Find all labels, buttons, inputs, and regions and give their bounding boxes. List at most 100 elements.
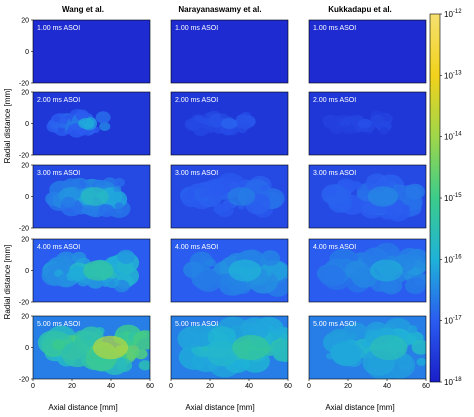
x-axis-label: Axial distance [mm] [185,403,254,412]
plume-cell [51,121,61,129]
time-label: 2.00 ms ASOI [37,97,80,104]
plume-cell [272,339,288,363]
y-tick-label: 20 [21,18,29,25]
colorbar: 10-12 10-13 10-14 10-15 10-16 10-17 10-18 [429,9,462,387]
heatmap-panel: 2.00 ms ASOI [170,91,289,156]
reaction-plume [184,110,256,136]
x-tick-label: 0 [31,383,35,390]
y-tick-label: 0 [25,345,29,352]
reaction-plume [183,249,288,297]
plume-cell [206,340,239,367]
y-tick-label: 20 [21,163,29,170]
panel-frame [308,238,427,303]
x-axis-label: Axial distance [mm] [325,403,394,412]
x-tick-label: 60 [284,383,292,390]
plume-cell [68,265,88,282]
plume-cell [105,276,120,288]
plume-cell [201,180,225,199]
panel-frame [170,91,289,156]
x-axis-label: Axial distance [mm] [48,403,117,412]
column-title-wang: Wang et al. [62,5,104,14]
y-tick-label: 0 [25,121,29,128]
plume-cell [183,261,204,279]
panel-frame [170,164,289,229]
y-tick-label: -20 [19,153,29,160]
heatmap-panel: 1.00 ms ASOI [308,19,427,84]
reaction-plume [41,249,140,293]
reaction-plume [179,172,285,218]
plume-cell [211,201,218,207]
y-tick-label: -20 [19,300,29,307]
panel-background [171,20,288,83]
plume-core [221,118,238,129]
y-tick-label: 0 [25,194,29,201]
panel-frame [170,315,289,380]
column-title-kukkadapu: Kukkadapu et al. [328,5,392,14]
time-label: 1.00 ms ASOI [175,25,218,32]
time-label: 2.00 ms ASOI [175,97,218,104]
plume-cell [259,258,267,264]
plume-core [357,118,372,129]
plume-cell [181,331,202,348]
plume-cell [58,274,68,281]
panel-frame [308,315,427,380]
plume-cell [319,265,346,287]
heatmap-panel: 5.00 ms ASOI 0 20 40 60 [307,315,430,390]
plume-cell [98,204,115,218]
time-label: 1.00 ms ASOI [37,25,80,32]
colorbar-tick-label: 10-12 [444,9,462,19]
time-label: 1.00 ms ASOI [313,25,356,32]
plume-core [80,187,109,206]
x-tick-label: 60 [422,383,430,390]
y-tick-label: -20 [19,226,29,233]
y-axis-label: Radial distance [mm] [3,245,12,320]
time-label: 5.00 ms ASOI [175,321,218,328]
colorbar-tick-label: 10-14 [444,132,462,142]
plume-cell [329,123,336,130]
plume-core [83,260,114,281]
heatmap-panel: 4.00 ms ASOI 20 0 -20 [19,237,151,307]
plume-cell [238,204,245,210]
y-axis-label: Radial distance [mm] [3,89,12,164]
plume-cell [99,122,111,131]
plume-cell [240,317,270,341]
time-label: 5.00 ms ASOI [313,321,356,328]
plume-cell [114,202,124,210]
plume-cell [133,330,150,350]
y-tick-label: 20 [21,90,29,97]
heatmap-panel: 2.00 ms ASOI 20 0 -20 [19,90,151,160]
panel-grid: 1.00 ms ASOI 20 0 -20 1.00 ms ASOI 1.00 ms AS… [19,18,430,391]
plume-cell [407,325,418,334]
time-label: 3.00 ms ASOI [313,170,356,177]
colorbar-tick-label: 10-18 [444,377,462,387]
plume-cell [113,185,122,193]
plume-cell [220,113,227,119]
plume-core [78,118,95,129]
plume-cell [351,181,362,190]
heatmap-panel: 3.00 ms ASOI 20 0 -20 [19,163,151,233]
plume-cell [188,121,200,131]
plume-cell [370,114,384,126]
x-tick-label: 40 [107,383,115,390]
plume-cell [52,339,66,351]
y-tick-label: 20 [21,314,29,321]
plume-cell [138,360,150,371]
heatmap-panel: 5.00 ms ASOI 0 20 40 60 [169,315,292,390]
plume-cell [405,183,425,200]
time-label: 4.00 ms ASOI [37,244,80,251]
panel-frame [170,238,289,303]
colorbar-tick-label: 10-17 [444,316,462,326]
x-tick-label: 40 [383,383,391,390]
time-label: 5.00 ms ASOI [37,321,80,328]
plume-cell [341,123,355,134]
heatmap-panel: 3.00 ms ASOI [170,164,289,229]
plume-cell [344,120,352,127]
reaction-plume [321,173,425,222]
heatmap-panel: 3.00 ms ASOI [308,164,427,229]
x-tick-label: 0 [307,383,311,390]
plume-cell [84,334,92,341]
plume-cell [261,184,269,191]
plume-cell [117,249,135,264]
plume-core [370,334,408,361]
